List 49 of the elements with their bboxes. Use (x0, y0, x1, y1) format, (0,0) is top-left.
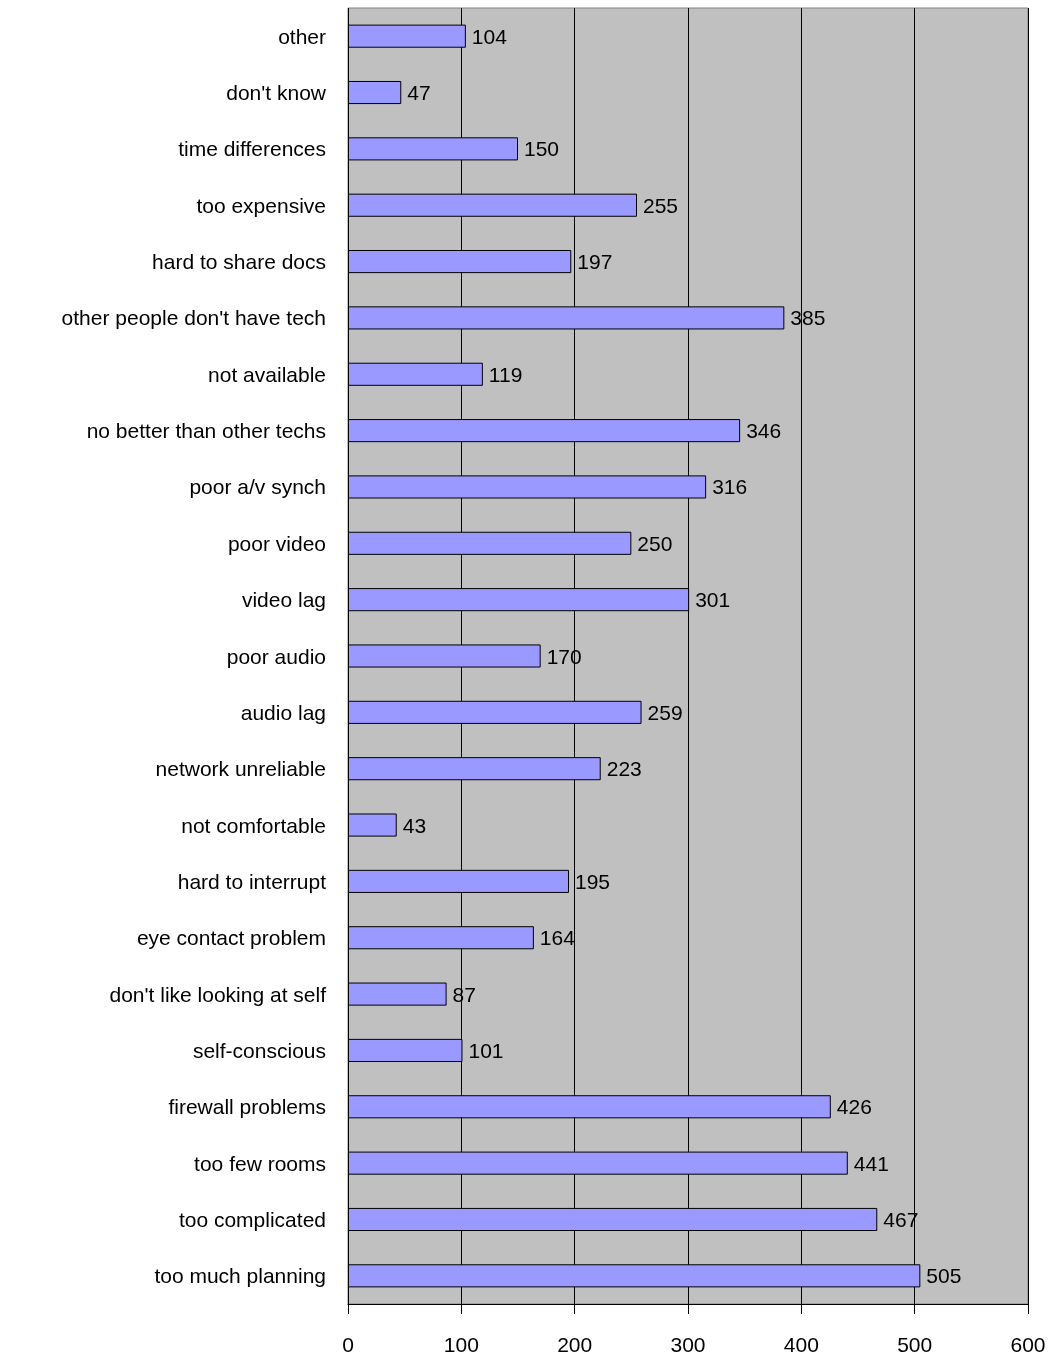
y-tick-label: hard to interrupt (177, 869, 327, 893)
y-tick-label: poor audio (226, 644, 326, 668)
data-label: 164 (539, 926, 576, 950)
data-label: 441 (853, 1151, 889, 1175)
y-tick-label: firewall problems (168, 1095, 326, 1119)
y-tick-label: don't know (226, 81, 327, 105)
x-tick-label: 100 (443, 1333, 479, 1356)
data-label: 223 (606, 757, 642, 781)
data-label: 301 (695, 588, 731, 612)
y-tick-label: not available (208, 362, 326, 386)
data-label: 104 (471, 24, 508, 48)
data-label: 195 (575, 869, 611, 893)
x-tick-label: 300 (670, 1333, 706, 1356)
y-tick-label: too much planning (154, 1264, 326, 1288)
data-label: 47 (407, 81, 431, 105)
data-label: 259 (647, 700, 683, 724)
data-label: 150 (524, 137, 560, 161)
y-tick-label: eye contact problem (136, 926, 326, 950)
x-tick-label: 600 (1010, 1333, 1046, 1356)
data-label: 316 (712, 475, 748, 499)
y-tick-label: poor a/v synch (189, 475, 326, 499)
y-tick-label: other people don't have tech (61, 306, 326, 330)
y-tick-label: hard to share docs (152, 250, 326, 274)
y-tick-label: not comfortable (181, 813, 326, 837)
x-tick-label: 400 (783, 1333, 819, 1356)
y-tick-label: network unreliable (155, 757, 326, 781)
data-label: 101 (468, 1038, 504, 1062)
y-tick-label: other (278, 24, 326, 48)
y-tick-label: poor video (227, 531, 326, 555)
x-tick-label: 500 (897, 1333, 933, 1356)
data-label: 250 (637, 531, 673, 555)
data-label: 255 (643, 193, 679, 217)
x-tick-label: 0 (342, 1333, 354, 1356)
y-tick-label: no better than other techs (86, 419, 326, 443)
data-label: 43 (402, 813, 427, 837)
y-tick-label: too expensive (196, 193, 326, 217)
data-label: 346 (746, 419, 782, 443)
y-tick-label: time differences (178, 137, 326, 161)
data-label: 197 (577, 250, 613, 274)
y-tick-label: too complicated (178, 1207, 326, 1231)
y-tick-label: audio lag (240, 700, 326, 724)
x-tick-label: 200 (557, 1333, 593, 1356)
y-tick-label: too few rooms (194, 1151, 326, 1175)
data-label: 119 (488, 362, 523, 386)
data-label: 426 (836, 1095, 872, 1119)
y-tick-label: self-conscious (192, 1038, 326, 1062)
data-label: 505 (926, 1264, 962, 1288)
y-tick-label: don't like looking at self (109, 982, 327, 1006)
y-tick-label: video lag (241, 588, 326, 612)
